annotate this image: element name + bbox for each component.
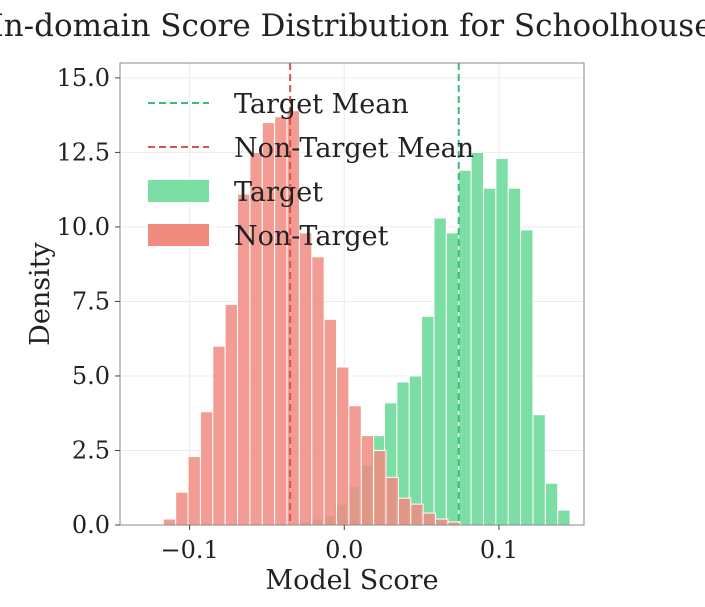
non-target-bar <box>323 318 338 526</box>
non-target-bar <box>385 476 399 526</box>
x-tick-label: −0.1 <box>160 536 218 564</box>
target-bar <box>532 414 546 526</box>
legend-label: Target <box>234 177 323 208</box>
target-bar <box>544 482 559 526</box>
non-target-bar <box>187 455 201 526</box>
plot-frame <box>119 62 585 526</box>
non-target-histogram <box>162 110 461 526</box>
non-target-bar <box>422 512 437 526</box>
non-target-bar <box>397 497 412 526</box>
y-tick-label: 7.5 <box>72 287 110 315</box>
target-bar <box>557 509 571 526</box>
target-bar <box>421 315 435 526</box>
y-axis-ticks: 0.0 2.5 5.0 7.5 10.0 12.5 15.0 <box>57 64 120 539</box>
x-tick-label: 0.1 <box>480 536 518 564</box>
target-bar <box>495 157 509 526</box>
y-axis-label: Density <box>25 241 56 345</box>
y-tick-label: 15.0 <box>57 64 110 92</box>
legend-patch-swatch <box>148 180 209 202</box>
y-tick-label: 12.5 <box>57 138 110 166</box>
x-axis-ticks: −0.1 0.0 0.1 <box>160 525 518 564</box>
mean-lines <box>289 63 460 525</box>
target-bar <box>433 217 447 526</box>
non-target-bar <box>373 449 387 526</box>
non-target-bar <box>410 503 424 526</box>
target-bar <box>458 169 472 526</box>
target-bar <box>470 151 484 526</box>
non-target-bar <box>311 256 325 526</box>
non-target-bar <box>212 345 226 526</box>
target-bar <box>482 187 497 526</box>
non-target-bar <box>199 411 214 526</box>
non-target-bar <box>336 366 350 526</box>
plot-area <box>119 62 585 526</box>
chart-title: In-domain Score Distribution for Schoolh… <box>0 8 705 44</box>
target-bar <box>520 229 534 526</box>
non-target-bar <box>224 303 239 526</box>
y-tick-label: 5.0 <box>72 362 110 390</box>
legend-label: Target Mean <box>234 89 409 120</box>
non-target-bar <box>162 518 177 526</box>
legend-label: Non-Target <box>234 221 389 252</box>
non-target-bar <box>298 232 313 526</box>
y-tick-label: 2.5 <box>72 436 110 464</box>
target-bar <box>445 232 460 526</box>
x-axis-label: Model Score <box>265 565 438 596</box>
non-target-bar <box>175 491 189 526</box>
non-target-bar <box>286 110 300 526</box>
legend: Target Mean Non-Target Mean Target Non-Targ… <box>148 89 474 252</box>
legend-patch-swatch <box>148 224 209 246</box>
non-target-bar <box>249 151 263 526</box>
legend-label: Non-Target Mean <box>234 133 474 164</box>
y-tick-label: 0.0 <box>72 511 110 539</box>
x-tick-label: 0.0 <box>325 536 363 564</box>
target-bar <box>507 187 522 526</box>
non-target-bar <box>360 435 375 526</box>
non-target-bar <box>435 518 449 526</box>
y-tick-label: 10.0 <box>57 213 110 241</box>
non-target-bar <box>348 405 362 526</box>
